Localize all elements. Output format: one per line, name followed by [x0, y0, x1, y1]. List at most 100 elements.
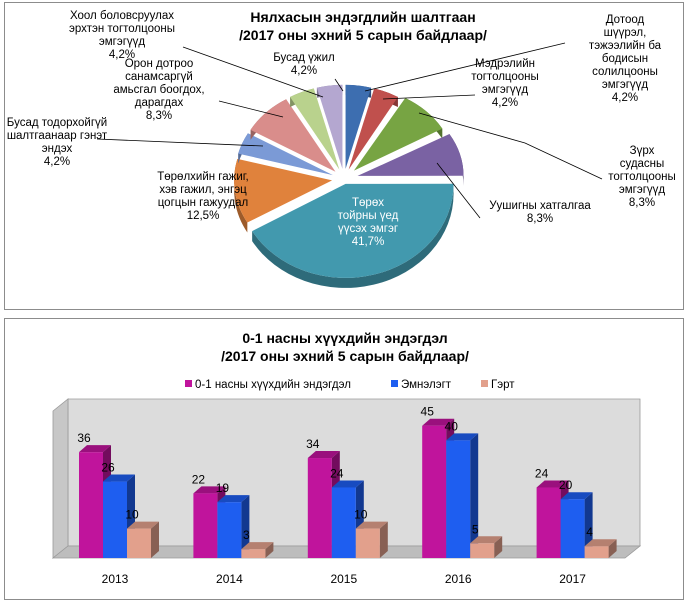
bar-front [217, 502, 242, 558]
pie-slice-label: Төрөх тойрны үед үүсэх эмгэг 41,7% [338, 197, 399, 248]
pie-slice-top [353, 98, 443, 171]
pie-leader-line [382, 94, 476, 100]
x-tick-label: 2015 [330, 572, 357, 586]
legend-label: Эмнэлэгт [401, 379, 452, 391]
pie-slice [348, 88, 398, 170]
bar-front [241, 549, 266, 558]
bar-value-label: 19 [216, 481, 230, 495]
pie-leader-line [96, 138, 264, 147]
bar-front [307, 458, 332, 558]
pie-slice [353, 98, 443, 171]
bar-side [265, 542, 274, 558]
bar [355, 521, 388, 558]
pie-slice-label: Бусад тодорхойгүй шалтгаанаар гэнэт эндэх 4… [7, 117, 108, 168]
bar-value-label: 10 [354, 508, 368, 522]
bar-value-label: 5 [472, 522, 479, 536]
legend-swatch [481, 380, 488, 387]
x-tick-label: 2017 [559, 572, 586, 586]
bar-front [331, 487, 356, 558]
bar-front [536, 487, 561, 558]
bar-front [560, 499, 585, 558]
pie-slice-label: Зүрх судасны тогтолцооны эмгэгүүд 8,3% [608, 145, 676, 209]
pie-slice-label: Орон дотроо санамсаргүй амьсгал боогдох, да… [113, 58, 204, 122]
legend-label: Гэрт [491, 379, 515, 391]
bar-top [193, 486, 226, 494]
bar-front [355, 528, 380, 558]
bar-top [127, 521, 159, 529]
pie-leader-line [218, 100, 284, 118]
pie-leader-line [436, 162, 481, 219]
pie-slice [357, 133, 464, 186]
bar-value-label: 4 [586, 525, 593, 539]
bar-value-label: 24 [535, 466, 549, 480]
pie-slice [238, 133, 333, 176]
bar-top [331, 480, 364, 488]
bar-top [103, 474, 135, 482]
pie-slice-top [357, 133, 464, 176]
x-tick-label: 2014 [216, 572, 243, 586]
bar-chart-legend: 0-1 насны хүүхдийн эндэгдэл Эмнэлэгт Гэрт [185, 379, 515, 391]
pie-slice-top [250, 99, 336, 172]
pie-leader-line [182, 46, 324, 98]
bar-chart-subtitle: /2017 оны эхний 5 сарын байдлаар/ [221, 348, 469, 364]
pie-slice-label: Уушигны хатгалгаа 8,3% [489, 200, 591, 225]
x-tick-label: 2016 [445, 572, 472, 586]
bar-top [584, 539, 617, 547]
bar [241, 542, 274, 558]
bar-side [608, 539, 617, 558]
pie-slice-top [290, 88, 340, 170]
bar-top [79, 445, 111, 453]
bar-top [470, 536, 503, 544]
bar-side [241, 495, 250, 558]
bar-chart-title: 0-1 насны хүүхдийн эндэгдэл [242, 330, 447, 346]
legend-swatch [185, 380, 192, 387]
bar-value-label: 40 [445, 419, 459, 433]
bar-value-label: 22 [192, 472, 206, 486]
bar-chart-panel: 0-1 насны хүүхдийн эндэгдэл /2017 оны эх… [4, 318, 684, 600]
bar-value-label: 45 [421, 405, 435, 419]
pie-slice [234, 158, 333, 233]
legend-label: 0-1 насны хүүхдийн эндэгдэл [195, 379, 351, 391]
bar-front [446, 440, 471, 558]
pie-slice [252, 183, 454, 288]
bar-side [470, 433, 479, 558]
pie-slice-label: Мэдрэлийн тогтолцооны эмгэгүүд 4,2% [471, 58, 539, 109]
pie-leader-line [364, 42, 566, 92]
bar-front [79, 452, 103, 558]
pie-slice-top [252, 183, 454, 278]
bar-front [127, 528, 151, 558]
pie-slice-label: Хоол боловсруулах эрхтэн тогтолцооны эмгэг… [69, 10, 175, 61]
bar-front [103, 481, 127, 558]
chart-side-wall [52, 398, 69, 559]
pie-chart-panel: Нялхасын эндэгдлийн шалтгаан /2017 оны э… [4, 2, 684, 310]
bar-value-label: 36 [77, 431, 91, 445]
pie-chart-title: Нялхасын эндэгдлийн шалтгаан [250, 9, 475, 25]
bar [584, 539, 617, 558]
pie-slice-top [234, 158, 333, 223]
pie-chart-subtitle: /2017 оны эхний 5 сарын байдлаар/ [239, 27, 487, 43]
bar-front [584, 546, 609, 558]
pie-slice-side [234, 158, 248, 233]
pie-slice-label: Бусад үжил 4,2% [273, 52, 335, 77]
bar-value-label: 26 [101, 461, 115, 475]
pie-chart: Нялхасын эндэгдлийн шалтгаан /2017 оны э… [7, 9, 676, 288]
bar-value-label: 20 [559, 478, 573, 492]
pie-slice [250, 99, 336, 172]
bar-value-label: 24 [330, 466, 344, 480]
bar-front [422, 425, 447, 558]
bar-value-label: 34 [306, 437, 320, 451]
pie-slice [290, 88, 340, 170]
bar-side [379, 521, 388, 558]
pie-slice-label: Төрөлхийн гажиг, хэв гажил, энгэц цогцын г… [157, 171, 249, 222]
bar-front [193, 493, 218, 558]
pie-slice-label: Дотоод шүүрэл, тэжээлийн ба бодисын солилцоо… [589, 14, 662, 104]
bar [560, 492, 593, 558]
pie-slice-top [345, 84, 372, 169]
bar-value-label: 10 [125, 508, 139, 522]
pie-slice [316, 84, 343, 169]
legend-swatch [391, 380, 398, 387]
bar-top [446, 433, 479, 441]
bar [127, 521, 159, 558]
bar-top [560, 492, 593, 500]
bar-top [422, 418, 455, 426]
